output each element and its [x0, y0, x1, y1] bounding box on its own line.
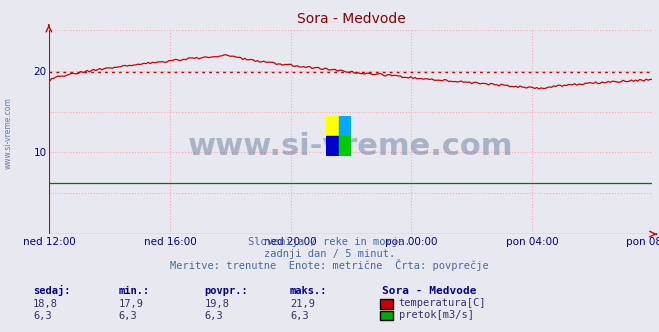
- Text: Sora - Medvode: Sora - Medvode: [382, 286, 476, 296]
- Text: Slovenija / reke in morje.: Slovenija / reke in morje.: [248, 237, 411, 247]
- Bar: [326, 136, 339, 156]
- Text: min.:: min.:: [119, 286, 150, 296]
- Title: Sora - Medvode: Sora - Medvode: [297, 12, 405, 26]
- Text: 19,8: 19,8: [204, 299, 229, 309]
- Text: maks.:: maks.:: [290, 286, 328, 296]
- Bar: [339, 136, 351, 156]
- Text: 6,3: 6,3: [204, 311, 223, 321]
- Text: 6,3: 6,3: [290, 311, 308, 321]
- Text: povpr.:: povpr.:: [204, 286, 248, 296]
- Text: pretok[m3/s]: pretok[m3/s]: [399, 310, 474, 320]
- Text: temperatura[C]: temperatura[C]: [399, 298, 486, 308]
- Text: 17,9: 17,9: [119, 299, 144, 309]
- Text: 6,3: 6,3: [33, 311, 51, 321]
- Text: zadnji dan / 5 minut.: zadnji dan / 5 minut.: [264, 249, 395, 259]
- Text: Meritve: trenutne  Enote: metrične  Črta: povprečje: Meritve: trenutne Enote: metrične Črta: …: [170, 259, 489, 271]
- Text: 21,9: 21,9: [290, 299, 315, 309]
- Text: www.si-vreme.com: www.si-vreme.com: [188, 132, 513, 161]
- Bar: [339, 116, 351, 136]
- Text: 6,3: 6,3: [119, 311, 137, 321]
- Text: www.si-vreme.com: www.si-vreme.com: [4, 97, 13, 169]
- Text: sedaj:: sedaj:: [33, 285, 71, 296]
- Text: 18,8: 18,8: [33, 299, 58, 309]
- Bar: [326, 116, 339, 136]
